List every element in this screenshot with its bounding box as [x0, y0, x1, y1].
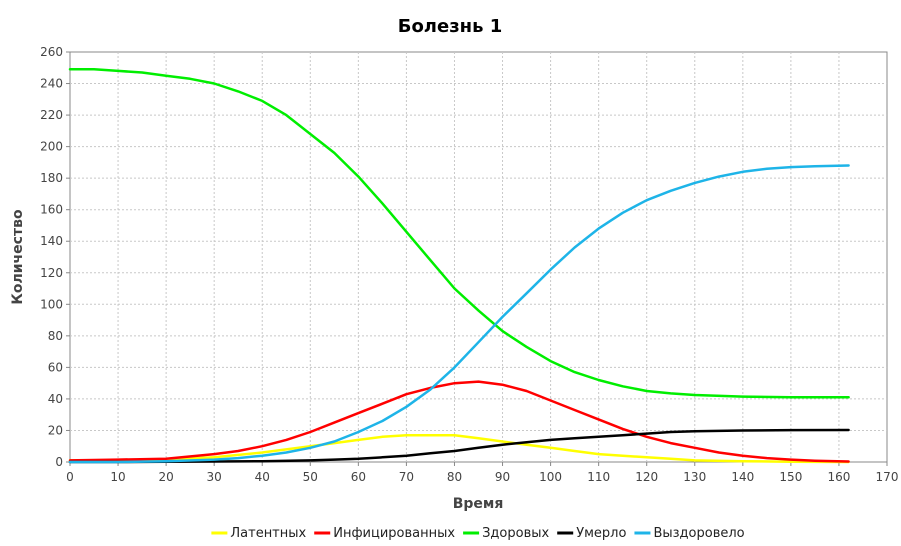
x-tick-label: 110	[587, 470, 610, 484]
y-tick-label: 260	[40, 45, 63, 59]
y-tick-label: 120	[40, 266, 63, 280]
x-tick-label: 30	[207, 470, 222, 484]
y-tick-label: 220	[40, 108, 63, 122]
series-line-3	[68, 428, 850, 464]
legend-label: Здоровых	[482, 526, 549, 541]
x-axis-title: Время	[453, 496, 504, 512]
y-tick-label: 0	[55, 455, 63, 469]
x-tick-label: 60	[351, 470, 366, 484]
x-tick-label: 0	[66, 470, 74, 484]
series-line-4	[68, 164, 850, 464]
x-tick-label: 80	[447, 470, 462, 484]
y-tick-label: 20	[48, 423, 63, 437]
x-tick-label: 100	[539, 470, 562, 484]
legend: Латентных Инфицированных Здоровых Умерло Выз…	[211, 526, 745, 541]
legend-label: Инфицированных	[333, 526, 455, 541]
x-tick-label: 170	[876, 470, 899, 484]
y-tick-label: 140	[40, 234, 63, 248]
y-tick-label: 100	[40, 297, 63, 311]
x-tick-label: 50	[303, 470, 318, 484]
y-tick-label: 200	[40, 140, 63, 154]
series-line-1	[68, 380, 850, 463]
legend-item: Выздоровело	[634, 526, 745, 541]
x-tick-label: 140	[731, 470, 754, 484]
x-tick-label: 90	[495, 470, 510, 484]
legend-item: Инфицированных	[314, 526, 455, 541]
x-tick-label: 40	[255, 470, 270, 484]
y-tick-label: 180	[40, 171, 63, 185]
x-tick-label: 10	[110, 470, 125, 484]
y-tick-label: 240	[40, 77, 63, 91]
y-tick-label: 160	[40, 203, 63, 217]
legend-label: Латентных	[230, 526, 306, 541]
series-line-0	[68, 433, 850, 464]
plot-area	[69, 51, 888, 463]
legend-item: Латентных	[211, 526, 307, 541]
legend-label: Выздоровело	[653, 526, 744, 541]
legend-label: Умерло	[576, 526, 626, 541]
series-lines	[68, 68, 850, 464]
axes: 0 10 20 30 40 50 60 70 80 90 100 110 120 130 140 150 160…	[40, 45, 898, 484]
x-tick-label: 120	[635, 470, 658, 484]
y-tick-label: 60	[48, 360, 63, 374]
grid-lines	[70, 52, 887, 462]
x-tick-label: 130	[683, 470, 706, 484]
y-axis-title: Количество	[10, 209, 26, 305]
y-tick-label: 80	[48, 329, 63, 343]
x-tick-label: 150	[779, 470, 802, 484]
chart-title: Болезнь 1	[398, 16, 503, 37]
x-tick-label: 20	[158, 470, 173, 484]
series-line-2	[68, 68, 850, 399]
y-tick-label: 40	[48, 392, 63, 406]
x-tick-label: 70	[399, 470, 414, 484]
x-tick-label: 160	[827, 470, 850, 484]
legend-item: Здоровых	[463, 526, 550, 541]
legend-item: Умерло	[557, 526, 626, 541]
